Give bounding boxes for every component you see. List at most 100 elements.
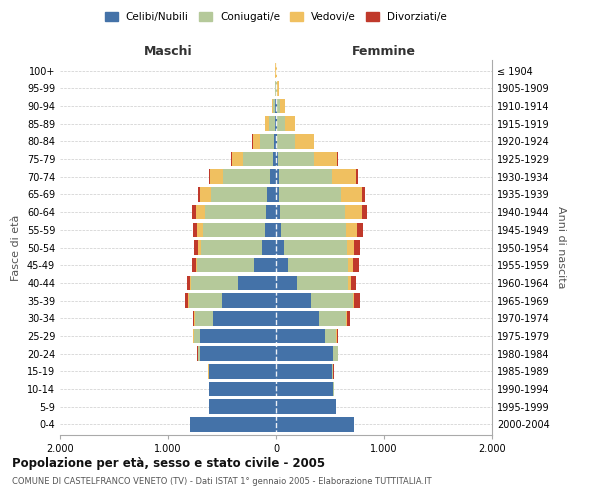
Bar [198,240,202,255]
Bar [276,276,296,290]
Bar [192,258,196,272]
Bar [222,294,276,308]
Bar [276,240,284,255]
Bar [195,311,214,326]
Bar [262,240,276,255]
Bar [288,258,349,272]
Bar [354,294,360,308]
Text: Maschi: Maschi [143,45,193,58]
Bar [349,258,353,272]
Bar [269,116,275,131]
Bar [273,152,276,166]
Bar [276,187,279,202]
Bar [332,170,356,184]
Bar [232,152,242,166]
Bar [276,170,278,184]
Bar [211,187,268,202]
Bar [274,134,276,148]
Bar [265,116,269,131]
Bar [332,364,333,378]
Bar [273,98,275,113]
Bar [353,294,354,308]
Bar [196,258,197,272]
Bar [319,311,346,326]
Bar [357,222,363,237]
Bar [200,187,211,202]
Bar [209,364,276,378]
Bar [198,187,200,202]
Bar [266,205,276,220]
Bar [210,170,223,184]
Bar [280,98,284,113]
Bar [193,205,196,220]
Bar [276,346,333,361]
Bar [188,294,222,308]
Bar [187,276,190,290]
Bar [278,170,332,184]
Bar [356,170,358,184]
Bar [209,400,276,414]
Bar [191,276,238,290]
Bar [279,187,341,202]
Bar [295,134,314,148]
Bar [347,311,350,326]
Bar [345,205,362,220]
Bar [276,311,319,326]
Bar [276,382,333,396]
Bar [238,276,276,290]
Bar [285,116,295,131]
Bar [278,152,314,166]
Bar [190,417,276,432]
Bar [205,205,266,220]
Bar [311,294,353,308]
Bar [193,311,194,326]
Bar [353,258,359,272]
Bar [276,152,278,166]
Bar [277,81,278,96]
Bar [265,222,276,237]
Bar [333,346,338,361]
Bar [194,240,198,255]
Bar [349,276,350,290]
Bar [197,258,254,272]
Text: Popolazione per età, sesso e stato civile - 2005: Popolazione per età, sesso e stato civil… [12,458,325,470]
Bar [280,205,345,220]
Bar [346,222,357,237]
Bar [260,134,274,148]
Bar [276,81,277,96]
Bar [347,240,354,255]
Bar [198,346,200,361]
Bar [214,311,276,326]
Bar [276,328,325,343]
Bar [276,222,281,237]
Bar [362,205,367,220]
Bar [354,240,360,255]
Bar [276,417,354,432]
Bar [272,98,274,113]
Bar [276,258,288,272]
Bar [281,222,346,237]
Bar [193,222,197,237]
Bar [269,170,276,184]
Bar [276,205,280,220]
Y-axis label: Fasce di età: Fasce di età [11,214,21,280]
Legend: Celibi/Nubili, Coniugati/e, Vedovi/e, Divorziati/e: Celibi/Nubili, Coniugati/e, Vedovi/e, Di… [101,8,451,26]
Text: Femmine: Femmine [352,45,416,58]
Text: COMUNE DI CASTELFRANCO VENETO (TV) - Dati ISTAT 1° gennaio 2005 - Elaborazione T: COMUNE DI CASTELFRANCO VENETO (TV) - Dat… [12,478,431,486]
Bar [275,116,276,131]
Bar [253,134,260,148]
Bar [325,328,337,343]
Bar [276,364,332,378]
Bar [185,294,188,308]
Bar [197,222,203,237]
Bar [203,222,265,237]
Bar [242,152,273,166]
Y-axis label: Anni di nascita: Anni di nascita [556,206,566,289]
Bar [276,294,311,308]
Bar [209,382,276,396]
Bar [284,240,347,255]
Bar [276,400,337,414]
Bar [200,346,276,361]
Bar [314,152,337,166]
Bar [277,98,280,113]
